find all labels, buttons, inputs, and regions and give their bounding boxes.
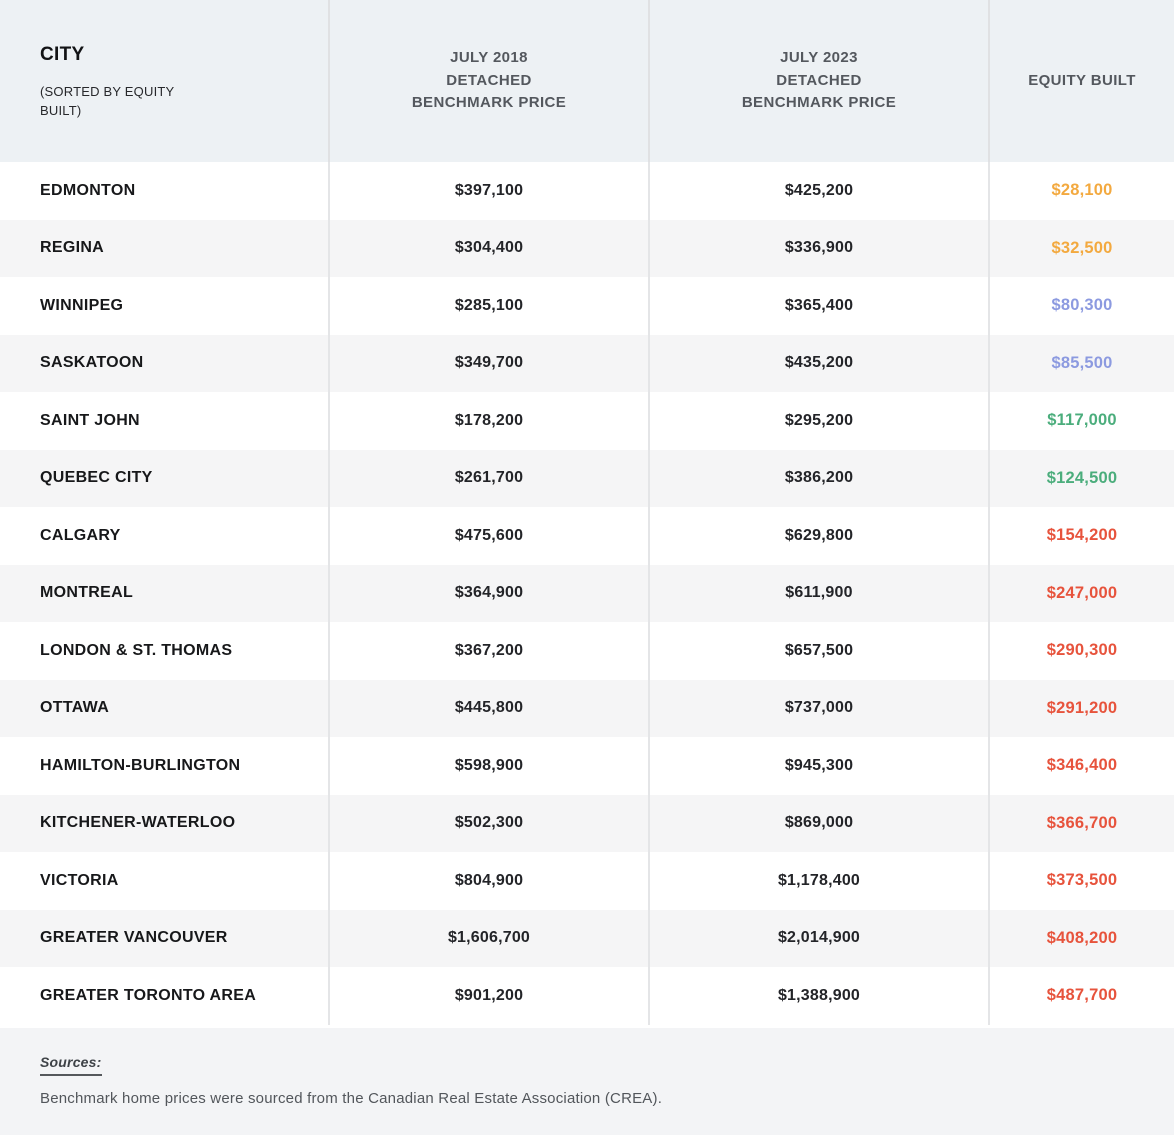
table-row: OTTAWA $445,800 $737,000 $291,200 [0,679,1174,737]
price-2018-cell: $367,200 [330,622,650,680]
city-cell: HAMILTON-BURLINGTON [0,737,330,795]
table-row: GREATER VANCOUVER $1,606,700 $2,014,900 $40… [0,909,1174,967]
city-cell: KITCHENER-WATERLOO [0,794,330,852]
table-footer-gap [0,1025,1174,1028]
price-2018-cell: $261,700 [330,449,650,507]
column-header-city-subtitle: (SORTED BY EQUITY BUILT) [40,83,175,119]
table-row: EDMONTON $397,100 $425,200 $28,100 [0,162,1174,220]
price-2023-cell: $657,500 [650,622,990,680]
price-2023-cell: $869,000 [650,794,990,852]
price-2023-cell: $1,178,400 [650,852,990,910]
equity-cell: $291,200 [1046,698,1118,717]
table-row: LONDON & ST. THOMAS $367,200 $657,500 $290,… [0,622,1174,680]
column-header-july-2018: JULY 2018 DETACHED BENCHMARK PRICE [330,0,650,162]
price-2023-cell: $336,900 [650,219,990,277]
city-cell: QUEBEC CITY [0,449,330,507]
price-2018-cell: $502,300 [330,794,650,852]
city-cell: SASKATOON [0,334,330,392]
table-row: KITCHENER-WATERLOO $502,300 $869,000 $366,7… [0,794,1174,852]
city-cell: SAINT JOHN [0,392,330,450]
table-row: HAMILTON-BURLINGTON $598,900 $945,300 $346,… [0,737,1174,795]
price-2023-cell: $365,400 [650,277,990,335]
equity-cell: $487,700 [1046,986,1118,1005]
equity-cell: $346,400 [1046,756,1118,775]
city-cell: REGINA [0,219,330,277]
price-2018-cell: $1,606,700 [330,909,650,967]
price-2018-cell: $349,700 [330,334,650,392]
table-row: REGINA $304,400 $336,900 $32,500 [0,219,1174,277]
city-cell: MONTREAL [0,564,330,622]
table-row: GREATER TORONTO AREA $901,200 $1,388,900 $4… [0,967,1174,1025]
price-2018-cell: $304,400 [330,219,650,277]
city-cell: WINNIPEG [0,277,330,335]
equity-cell: $290,300 [1046,641,1118,660]
sources-label: Sources: [40,1054,102,1076]
price-2023-cell: $2,014,900 [650,909,990,967]
price-2018-cell: $901,200 [330,967,650,1025]
price-2018-cell: $598,900 [330,737,650,795]
equity-cell: $373,500 [1046,871,1118,890]
equity-cell: $80,300 [1051,296,1113,315]
equity-cell: $247,000 [1046,583,1118,602]
sources-footer: Sources: Benchmark home prices were sour… [0,1028,1174,1135]
table-body: EDMONTON $397,100 $425,200 $28,100 REGINA $30… [0,162,1174,1025]
price-2018-cell: $285,100 [330,277,650,335]
table-row: SASKATOON $349,700 $435,200 $85,500 [0,334,1174,392]
price-2018-cell: $445,800 [330,679,650,737]
table-row: QUEBEC CITY $261,700 $386,200 $124,500 [0,449,1174,507]
table-row: WINNIPEG $285,100 $365,400 $80,300 [0,277,1174,335]
price-2023-cell: $386,200 [650,449,990,507]
price-2023-cell: $435,200 [650,334,990,392]
table-header-row: CITY (SORTED BY EQUITY BUILT) JULY 2018 … [0,0,1174,162]
equity-cell: $85,500 [1051,353,1113,372]
sources-text: Benchmark home prices were sourced from … [40,1090,663,1107]
table-row: MONTREAL $364,900 $611,900 $247,000 [0,564,1174,622]
city-cell: EDMONTON [0,162,330,220]
equity-cell: $154,200 [1046,526,1118,545]
city-cell: VICTORIA [0,852,330,910]
city-cell: GREATER VANCOUVER [0,909,330,967]
price-2018-cell: $804,900 [330,852,650,910]
table-row: SAINT JOHN $178,200 $295,200 $117,000 [0,392,1174,450]
equity-cell: $408,200 [1046,928,1118,947]
price-2018-cell: $364,900 [330,564,650,622]
column-header-city: CITY (SORTED BY EQUITY BUILT) [0,0,330,162]
price-2023-cell: $425,200 [650,162,990,220]
column-header-city-title: CITY [40,44,85,66]
equity-cell: $28,100 [1051,181,1113,200]
city-cell: GREATER TORONTO AREA [0,967,330,1025]
price-2018-cell: $178,200 [330,392,650,450]
city-cell: OTTAWA [0,679,330,737]
equity-cell: $124,500 [1046,468,1118,487]
price-2018-cell: $397,100 [330,162,650,220]
price-2023-cell: $945,300 [650,737,990,795]
equity-cell: $32,500 [1051,238,1113,257]
column-header-july-2023: JULY 2023 DETACHED BENCHMARK PRICE [650,0,990,162]
city-cell: LONDON & ST. THOMAS [0,622,330,680]
price-2023-cell: $295,200 [650,392,990,450]
column-header-equity-built: EQUITY BUILT [1028,71,1136,89]
equity-cell: $366,700 [1046,813,1118,832]
equity-cell: $117,000 [1047,411,1117,430]
price-2023-cell: $629,800 [650,507,990,565]
price-2023-cell: $1,388,900 [650,967,990,1025]
city-cell: CALGARY [0,507,330,565]
price-2023-cell: $611,900 [650,564,990,622]
table-row: VICTORIA $804,900 $1,178,400 $373,500 [0,852,1174,910]
price-2023-cell: $737,000 [650,679,990,737]
table-row: CALGARY $475,600 $629,800 $154,200 [0,507,1174,565]
price-2018-cell: $475,600 [330,507,650,565]
